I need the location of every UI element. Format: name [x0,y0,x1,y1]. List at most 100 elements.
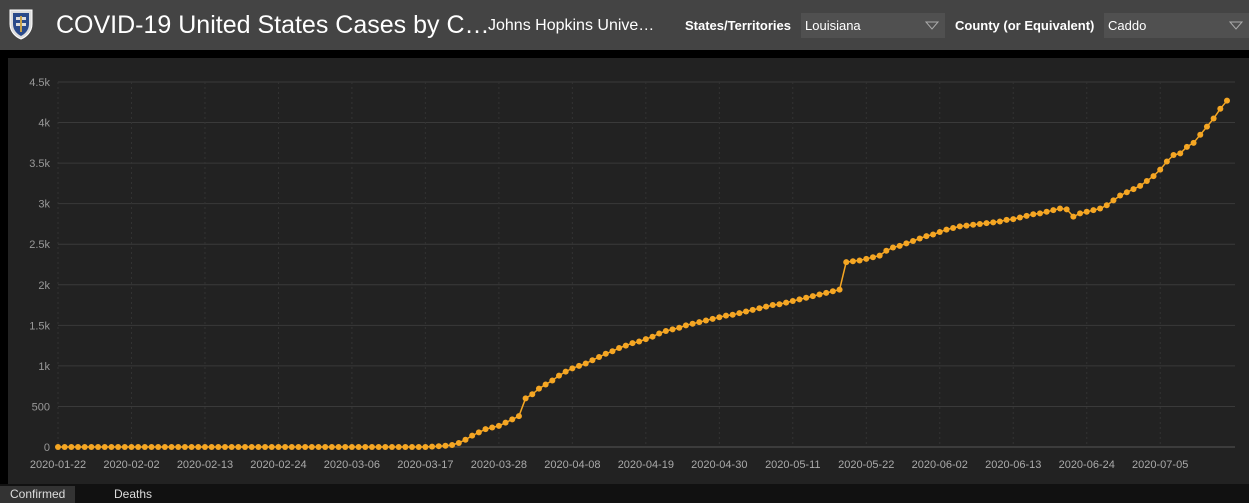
data-point[interactable] [709,315,716,322]
data-point[interactable] [422,444,429,450]
data-point[interactable] [809,293,816,300]
data-point[interactable] [462,436,469,443]
data-point[interactable] [61,444,68,450]
data-point[interactable] [135,444,142,450]
tab-confirmed[interactable]: Confirmed [0,486,76,503]
data-point[interactable] [482,426,489,433]
data-point[interactable] [1170,152,1177,158]
data-point[interactable] [856,257,863,264]
data-point[interactable] [282,444,289,450]
data-point[interactable] [315,444,322,450]
data-point[interactable] [222,444,228,450]
data-point[interactable] [409,444,416,450]
data-point[interactable] [542,381,549,388]
data-point[interactable] [896,242,903,249]
data-point[interactable] [943,226,950,233]
data-point[interactable] [990,219,997,226]
data-point[interactable] [121,444,128,450]
data-point[interactable] [128,444,135,450]
data-point[interactable] [1217,105,1224,112]
data-point[interactable] [823,289,830,296]
data-point[interactable] [676,324,683,331]
data-point[interactable] [883,247,890,254]
tab-deaths[interactable]: Deaths [114,487,153,501]
data-point[interactable] [589,357,596,364]
data-point[interactable] [569,365,576,372]
data-point[interactable] [729,311,736,318]
data-point[interactable] [275,444,282,450]
data-point[interactable] [415,444,422,450]
data-point[interactable] [1197,131,1204,138]
data-point[interactable] [1023,212,1030,219]
data-point[interactable] [342,444,349,450]
data-point[interactable] [609,348,616,355]
data-point[interactable] [449,441,456,448]
data-point[interactable] [1010,216,1017,223]
data-point[interactable] [843,259,850,266]
data-point[interactable] [175,444,182,450]
data-point[interactable] [469,432,476,439]
data-point[interactable] [1183,143,1190,150]
data-point[interactable] [963,222,970,229]
data-point[interactable] [55,444,61,450]
data-point[interactable] [596,353,603,360]
data-point[interactable] [188,444,195,450]
data-point[interactable] [268,444,275,450]
data-point[interactable] [295,444,302,450]
data-point[interactable] [168,444,175,450]
data-point[interactable] [1043,208,1050,215]
data-point[interactable] [1110,197,1117,204]
data-point[interactable] [88,444,95,450]
data-point[interactable] [302,444,309,450]
data-point[interactable] [849,258,856,265]
data-point[interactable] [696,319,703,326]
data-point[interactable] [208,444,215,450]
data-point[interactable] [375,444,382,450]
data-point[interactable] [155,444,162,450]
data-point[interactable] [970,221,977,228]
data-point[interactable] [910,237,917,244]
data-point[interactable] [1016,214,1023,221]
data-point[interactable] [288,444,295,450]
data-point[interactable] [1137,182,1144,189]
data-point[interactable] [1210,115,1217,122]
data-point[interactable] [682,322,689,329]
data-point[interactable] [836,286,843,293]
data-point[interactable] [629,340,636,347]
data-point[interactable] [1083,208,1090,215]
data-point[interactable] [649,333,656,340]
data-point[interactable] [529,391,536,398]
data-point[interactable] [1130,186,1137,193]
data-point[interactable] [803,294,810,301]
data-point[interactable] [789,298,796,304]
data-point[interactable] [890,244,896,251]
data-point[interactable] [1070,213,1077,220]
data-point[interactable] [181,444,188,450]
data-point[interactable] [308,444,315,450]
data-point[interactable] [368,444,375,450]
data-point[interactable] [442,442,449,449]
data-point[interactable] [389,444,395,450]
data-point[interactable] [502,419,509,426]
data-point[interactable] [101,444,108,450]
data-point[interactable] [869,254,876,261]
data-point[interactable] [702,317,709,324]
data-point[interactable] [556,372,562,379]
data-point[interactable] [1190,139,1197,146]
data-point[interactable] [395,444,402,450]
data-point[interactable] [996,218,1003,225]
data-point[interactable] [903,240,910,247]
data-point[interactable] [535,385,542,392]
data-point[interactable] [916,235,923,242]
data-point[interactable] [829,288,836,295]
data-point[interactable] [1090,207,1097,214]
data-point[interactable] [796,296,803,303]
data-point[interactable] [723,312,729,319]
data-point[interactable] [248,444,255,450]
data-point[interactable] [515,413,522,420]
state-select[interactable]: Louisiana [801,13,945,38]
data-point[interactable] [328,444,335,450]
data-point[interactable] [1203,123,1210,130]
data-point[interactable] [215,444,222,450]
data-point[interactable] [1003,216,1010,223]
